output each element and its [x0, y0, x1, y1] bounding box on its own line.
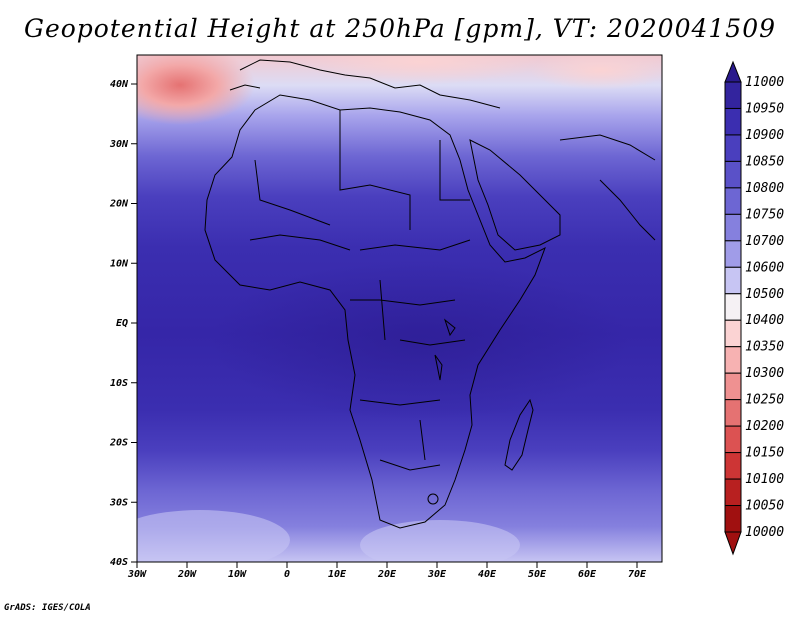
colorbar-swatch [724, 399, 742, 427]
longitude-axis: 30W 20W 10W 0 10E 20E 30E 40E 50E 60E 70E [127, 562, 647, 580]
colorbar-swatch [724, 240, 742, 268]
colorbar: 11000 10950 10900 10850 10800 10750 10700 10600… [724, 60, 784, 556]
colorbar-swatch [724, 319, 742, 348]
colorbar-label: 10900 [745, 128, 784, 143]
lat-tick-label: 30S [109, 497, 128, 508]
colorbar-swatch [724, 425, 742, 454]
lon-tick-label: 70E [628, 569, 647, 580]
colorbar-top-arrow [724, 60, 742, 83]
colorbar-label: 10200 [745, 419, 784, 434]
colorbar-swatch [724, 187, 742, 215]
colorbar-label: 10050 [745, 499, 784, 514]
height-field [137, 55, 662, 562]
latitude-axis: 40N 30N 20N 10N EQ 10S 20S 30S 40S [109, 79, 137, 568]
colorbar-label: 10150 [745, 446, 784, 461]
lat-tick-label: 20S [109, 438, 128, 449]
lon-tick-label: 10W [228, 569, 247, 580]
coastlines [204, 59, 656, 529]
colorbar-label: 10000 [745, 525, 784, 540]
plot-frame [136, 54, 663, 563]
colorbar-swatch [724, 452, 742, 480]
credit-text: GrADS: IGES/COLA [4, 603, 91, 613]
lon-tick-label: 40E [478, 569, 497, 580]
lon-tick-label: 20W [177, 569, 197, 580]
colorbar-swatch [724, 478, 742, 507]
colorbar-bottom-arrow [724, 531, 742, 556]
colorbar-label: 10750 [745, 207, 784, 222]
lat-tick-label: 40N [110, 79, 129, 90]
lon-tick-label: 20E [377, 569, 397, 580]
lon-tick-label: 30W [127, 569, 147, 580]
lat-tick-label: 20N [109, 199, 129, 210]
colorbar-swatch [724, 346, 742, 374]
lon-tick-label: 10E [328, 569, 347, 580]
colorbar-label: 10850 [745, 154, 784, 169]
lat-tick-label: 40S [110, 557, 128, 568]
colorbar-label: 10800 [745, 181, 784, 196]
colorbar-label: 10250 [745, 393, 784, 408]
colorbar-swatch [724, 505, 742, 533]
colorbar-label: 10100 [745, 472, 784, 487]
colorbar-swatch [724, 107, 742, 136]
colorbar-label: 11000 [745, 75, 784, 90]
colorbar-swatch [724, 372, 742, 401]
colorbar-label: 10400 [745, 313, 784, 328]
lon-tick-label: 60E [578, 569, 597, 580]
colorbar-swatch [724, 266, 742, 295]
lat-tick-label: EQ [116, 318, 128, 329]
colorbar-swatch [724, 213, 742, 242]
colorbar-swatch [724, 81, 742, 109]
colorbar-label: 10700 [745, 234, 784, 249]
lat-tick-label: 30N [109, 139, 129, 150]
colorbar-swatch [724, 160, 742, 189]
colorbar-label: 10500 [745, 287, 784, 302]
lat-tick-label: 10N [110, 258, 129, 269]
lat-tick-label: 10S [110, 378, 128, 389]
colorbar-label: 10950 [745, 101, 784, 116]
colorbar-label: 10350 [745, 340, 784, 355]
colorbar-swatch [724, 134, 742, 162]
lon-tick-label: 50E [528, 569, 547, 580]
colorbar-label: 10300 [745, 366, 784, 381]
lon-tick-label: 0 [284, 569, 290, 580]
colorbar-label: 10600 [745, 260, 784, 275]
map-title: Geopotential Height at 250hPa [gpm], VT:… [23, 14, 777, 43]
lon-tick-label: 30E [427, 569, 447, 580]
colorbar-swatch [724, 293, 742, 321]
